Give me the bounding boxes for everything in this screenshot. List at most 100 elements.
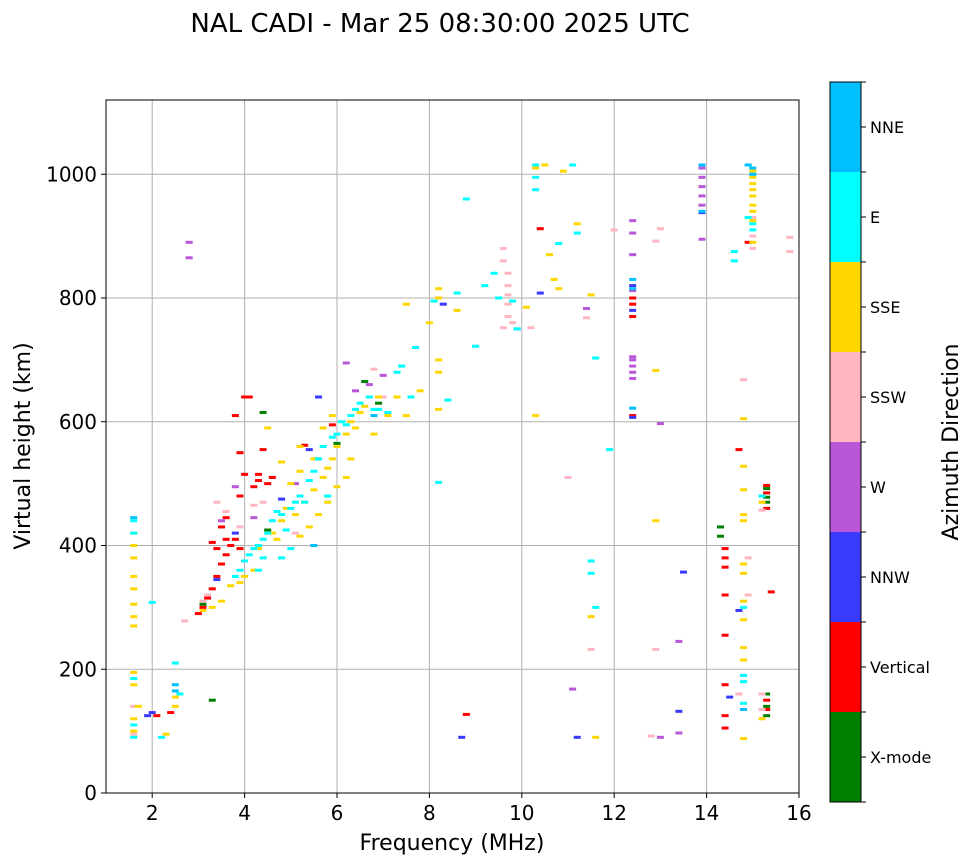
data-point-x-mode — [375, 401, 383, 405]
data-point-vertical — [767, 590, 775, 594]
data-point-w — [582, 307, 590, 311]
data-point-vertical — [721, 593, 729, 597]
data-point-e — [555, 242, 563, 246]
data-point-e — [328, 435, 336, 439]
data-point-nne — [749, 166, 757, 170]
data-point-sse — [333, 485, 341, 489]
data-point-vertical — [227, 544, 235, 547]
data-point-e — [740, 673, 748, 677]
data-point-e — [407, 395, 415, 399]
data-point-sse — [555, 287, 563, 291]
y-axis-label: Virtual height (km) — [11, 342, 36, 549]
data-point-sse — [130, 729, 138, 733]
data-point-e — [730, 259, 738, 263]
data-point-sse — [749, 188, 757, 192]
data-point-e — [569, 163, 577, 167]
data-point-vertical — [222, 553, 230, 557]
colorbar-segment — [830, 262, 861, 352]
data-point-sse — [324, 466, 332, 470]
data-point-e — [481, 284, 489, 288]
data-point-e — [393, 370, 401, 374]
data-point-ssw — [527, 326, 535, 330]
data-point-nnw — [315, 395, 323, 399]
data-point-w — [629, 376, 637, 380]
data-point-e — [744, 216, 752, 220]
y-tick-label: 0 — [84, 781, 97, 805]
data-point-w — [185, 256, 193, 260]
data-point-nnw — [629, 308, 637, 312]
data-point-vertical — [250, 485, 258, 489]
x-tick-label: 6 — [331, 801, 344, 825]
data-point-sse — [130, 587, 138, 591]
data-point-ssw — [199, 599, 207, 603]
data-point-nne — [749, 172, 757, 176]
data-point-ssw — [181, 619, 189, 623]
data-point-nnw — [144, 714, 152, 718]
data-point-ssw — [786, 250, 794, 254]
data-point-sse — [268, 531, 276, 535]
data-point-e — [592, 356, 600, 360]
data-point-nnw — [231, 531, 239, 535]
data-point-nnw — [148, 711, 156, 715]
colorbar-segment — [830, 442, 861, 532]
data-point-x-mode — [763, 714, 771, 718]
data-point-ssw — [749, 216, 757, 220]
data-point-sse — [227, 584, 235, 588]
data-point-sse — [740, 562, 748, 566]
data-point-e — [273, 509, 281, 513]
colorbar-tick-label: X-mode — [870, 748, 931, 767]
data-point-vertical — [167, 711, 175, 715]
y-tick-label: 200 — [59, 657, 97, 681]
data-point-vertical — [264, 482, 272, 486]
data-point-sse — [296, 445, 304, 448]
data-point-sse — [319, 475, 327, 479]
data-point-w — [629, 358, 637, 362]
data-points — [130, 163, 794, 741]
data-point-sse — [296, 469, 304, 473]
data-point-vertical — [231, 414, 239, 418]
data-point-sse — [749, 203, 757, 207]
data-point-vertical — [245, 395, 253, 399]
data-point-vertical — [763, 491, 771, 495]
data-point-sse — [130, 717, 138, 721]
data-point-vertical — [763, 483, 771, 487]
data-point-e — [740, 701, 748, 705]
data-point-vertical — [241, 395, 249, 399]
data-point-e — [241, 559, 249, 563]
data-point-x-mode — [763, 704, 771, 708]
data-point-e — [254, 544, 262, 547]
data-point-ssw — [564, 475, 572, 479]
data-point-e — [592, 605, 600, 609]
data-point-e — [282, 528, 290, 532]
data-point-sse — [740, 599, 748, 603]
data-point-e — [301, 500, 309, 504]
data-point-sse — [652, 368, 660, 372]
data-point-ssw — [504, 271, 512, 275]
data-point-nne — [698, 209, 706, 213]
data-point-ssw — [499, 259, 507, 263]
data-point-vertical — [241, 472, 249, 476]
data-point-ssw — [379, 395, 387, 399]
data-point-nne — [740, 707, 748, 711]
data-point-ssw — [744, 556, 752, 560]
data-point-vertical — [208, 540, 216, 544]
data-point-sse — [740, 646, 748, 650]
data-point-ssw — [652, 239, 660, 243]
data-point-w — [291, 482, 299, 486]
data-point-vertical — [218, 562, 225, 566]
data-point-sse — [435, 287, 443, 291]
data-point-w — [675, 731, 683, 735]
data-point-e — [148, 600, 156, 604]
data-point-e — [444, 398, 452, 402]
data-point-ssw — [758, 707, 766, 711]
data-point-e — [130, 519, 138, 523]
data-point-e — [370, 407, 378, 411]
data-point-sse — [199, 608, 207, 612]
data-point-e — [278, 513, 286, 517]
data-point-sse — [218, 599, 225, 603]
colorbar-tick-label: Vertical — [870, 658, 930, 677]
data-point-w — [365, 383, 373, 387]
data-point-ssw — [291, 531, 299, 535]
data-point-e — [324, 494, 332, 498]
data-point-w — [698, 166, 706, 170]
